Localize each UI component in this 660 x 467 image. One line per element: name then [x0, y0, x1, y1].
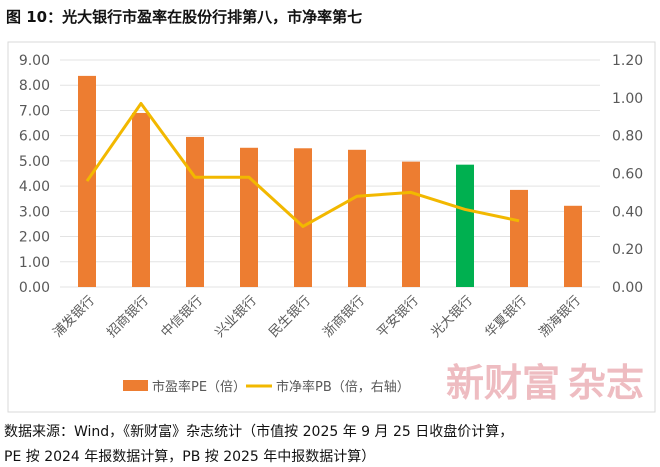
bar-华夏银行 — [510, 189, 528, 287]
caption-line-2: PE 按 2024 年报数据计算，PB 按 2025 年中报数据计算） — [4, 449, 375, 465]
left-tick-label: 5.00 — [19, 154, 50, 170]
right-tick-label: 0.00 — [612, 280, 643, 296]
left-tick-label: 0.00 — [19, 280, 50, 296]
watermark-line-1: 新财富 — [446, 361, 560, 405]
bar-浙商银行 — [348, 149, 366, 287]
bar-招商银行 — [132, 112, 150, 287]
chart-frame — [7, 41, 656, 413]
bar-中信银行 — [186, 136, 204, 287]
right-tick-label: 1.00 — [612, 91, 643, 107]
right-axis: 0.00 0.20 0.40 0.60 0.80 1.00 1.20 — [612, 53, 643, 296]
chart-title: 图 10：光大银行市盈率在股份行排第八，市净率第七 — [6, 8, 362, 26]
bar-民生银行 — [294, 148, 312, 287]
left-tick-label: 3.00 — [19, 204, 50, 220]
legend-swatch-pe — [123, 380, 148, 391]
left-tick-label: 7.00 — [19, 103, 50, 119]
left-tick-label: 4.00 — [19, 179, 50, 195]
left-tick-label: 9.00 — [19, 53, 50, 69]
bar-平安银行 — [402, 161, 420, 287]
bar-兴业银行 — [240, 147, 258, 287]
pe-bars — [78, 75, 582, 287]
caption-line-1: 数据来源：Wind，《新财富》杂志统计（市值按 2025 年 9 月 25 日收… — [4, 423, 513, 440]
left-axis: 0.00 1.00 2.00 3.00 4.00 5.00 6.00 7.00 8.00 9.00 — [19, 53, 50, 296]
left-tick-label: 6.00 — [19, 129, 50, 145]
legend-label-pb: 市净率PB（倍，右轴） — [276, 379, 410, 395]
left-tick-label: 2.00 — [19, 230, 50, 246]
pb-line — [85, 102, 520, 228]
left-tick-label: 1.00 — [19, 255, 50, 271]
legend-label-pe: 市盈率PE（倍） — [152, 379, 246, 395]
bar-光大银行 — [456, 164, 474, 287]
watermark-line-2: 杂志 — [568, 361, 644, 405]
right-tick-label: 0.40 — [612, 204, 643, 220]
legend: 市盈率PE（倍） 市净率PB（倍，右轴） — [123, 379, 410, 395]
bar-浦发银行 — [78, 75, 96, 287]
left-tick-label: 8.00 — [19, 78, 50, 94]
right-tick-label: 0.20 — [612, 242, 643, 258]
right-tick-label: 0.60 — [612, 167, 643, 183]
right-tick-label: 1.20 — [612, 53, 643, 69]
bar-渤海银行 — [564, 205, 582, 287]
watermark: 新财富 杂志 — [446, 361, 644, 405]
right-tick-label: 0.80 — [612, 129, 643, 145]
